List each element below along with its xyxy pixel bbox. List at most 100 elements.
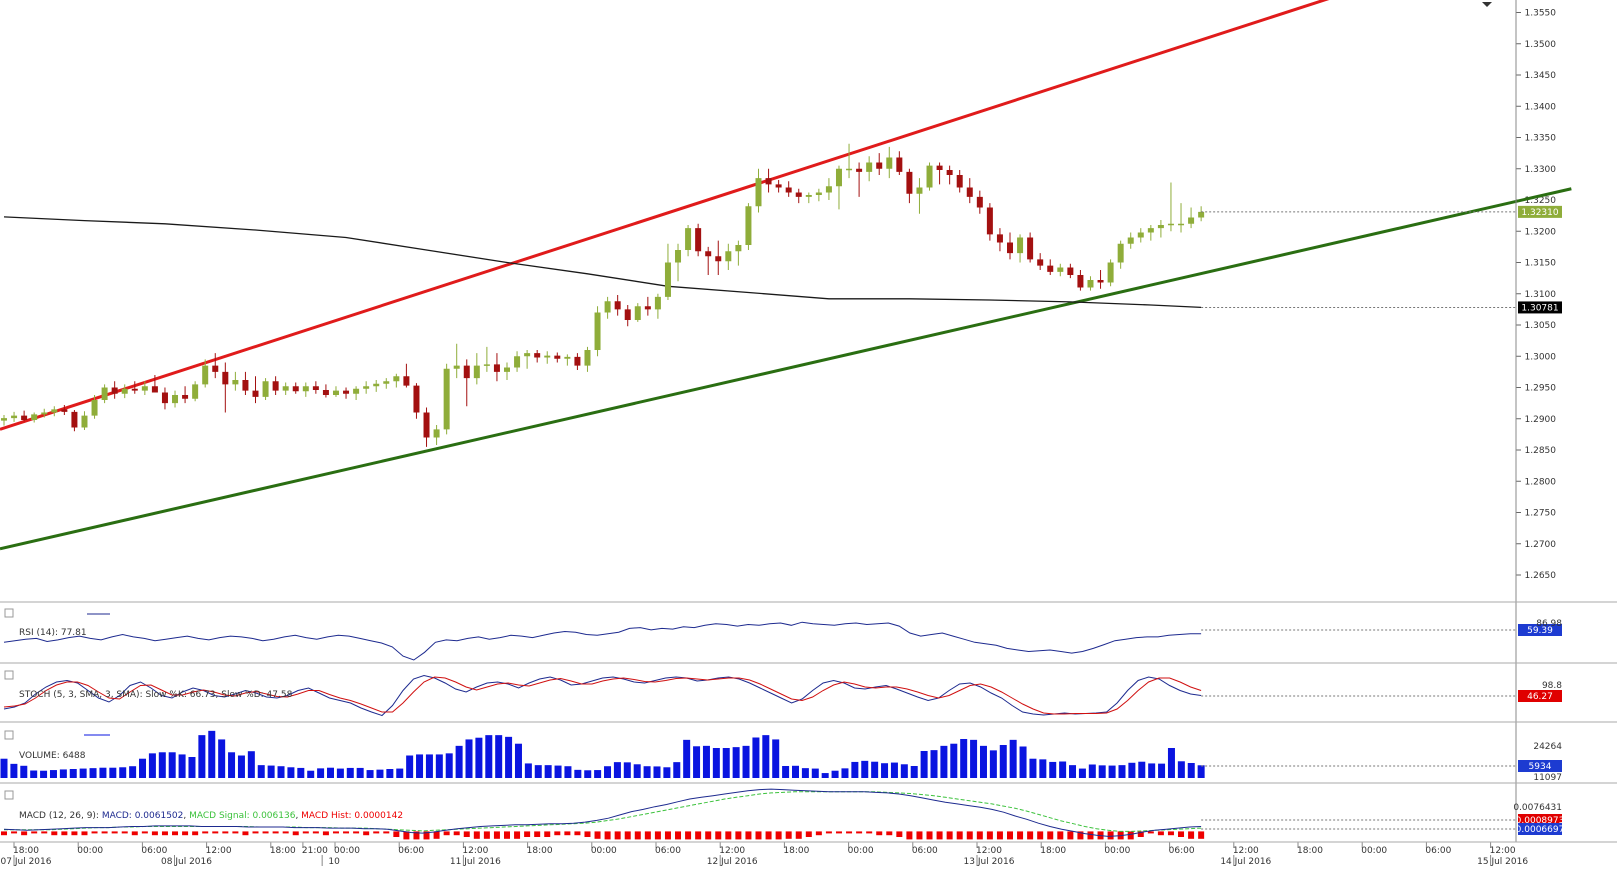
candle-body — [966, 187, 973, 197]
macd-hist-bar — [141, 831, 148, 834]
macd-1-tag-label: 0.0008973 — [1516, 816, 1565, 826]
volume-bar — [366, 770, 374, 778]
volume-bar — [693, 746, 701, 778]
date-label: 14 Jul 2016 — [1220, 857, 1271, 867]
macd-line — [3, 788, 1202, 837]
time-tick-label: 12:00 — [976, 846, 1002, 856]
macd-hist-bar — [1067, 831, 1074, 840]
volume-bar — [653, 766, 661, 778]
macd-hist-bar — [705, 831, 712, 840]
time-tick-label: 18:00 — [1297, 846, 1323, 856]
candle-body — [835, 168, 842, 187]
candle-body — [383, 381, 390, 384]
volume-bar — [1098, 765, 1106, 778]
volume-bar — [168, 752, 176, 778]
chart-frame — [0, 0, 1617, 843]
candle-body — [1107, 262, 1114, 283]
candle-body — [403, 376, 410, 386]
volume-bar — [910, 765, 918, 778]
macd-hist-bar — [202, 831, 209, 834]
candle-body — [222, 371, 229, 385]
volume-bar — [1197, 765, 1205, 778]
candle-body — [675, 250, 682, 263]
macd-hist-bar — [312, 831, 319, 834]
macd-hist-bar — [906, 831, 913, 840]
volume-bar — [604, 766, 612, 778]
volume-top-label: 24264 — [1533, 742, 1562, 752]
candle-body — [866, 162, 873, 172]
candle-body — [473, 365, 480, 379]
volume-bar — [247, 751, 255, 778]
macd-hist-bar — [1027, 831, 1034, 840]
volume-bar — [445, 753, 453, 778]
price-axis: 1.3550 1.3500 1.3450 1.3400 1.3350 1.3300 1.32… — [1516, 9, 1557, 581]
volume-bar — [0, 758, 8, 778]
macd-hist-bar — [222, 831, 229, 834]
macd-hist-bar — [91, 831, 98, 834]
time-tick-label: 00:00 — [1361, 846, 1387, 856]
macd-hist-bar — [242, 831, 249, 836]
macd-hist-bar — [755, 831, 762, 840]
macd-hist-bar — [564, 831, 571, 836]
volume-bar — [89, 768, 97, 778]
candle-body — [1067, 267, 1074, 275]
volume-bar — [158, 752, 166, 778]
macd-hist-bar — [966, 831, 973, 840]
volume-bar — [702, 745, 710, 778]
scroll-marker-icon — [1482, 2, 1492, 7]
volume-bar — [821, 773, 829, 778]
candle-body — [1198, 211, 1205, 218]
volume-bar — [930, 750, 938, 778]
price-tick-label: 1.3500 — [1525, 40, 1557, 50]
date-label: 12 Jul 2016 — [707, 857, 758, 867]
price-tick-label: 1.2800 — [1525, 477, 1557, 487]
volume-bar — [554, 765, 562, 778]
current-price-label: 1.32310 — [1521, 208, 1558, 218]
candle-body — [141, 386, 148, 391]
candle-body — [1017, 237, 1024, 254]
candle-body — [534, 353, 541, 358]
macd-hist-bar — [1188, 831, 1195, 839]
candle-body — [584, 350, 591, 366]
candle-body — [574, 356, 581, 366]
volume-bar — [178, 754, 186, 778]
price-tick-label: 1.2950 — [1525, 384, 1557, 394]
volume-bar — [1088, 764, 1096, 778]
ma-price-tag — [1518, 301, 1562, 314]
candle-body — [453, 365, 460, 369]
candle-body — [31, 414, 38, 420]
rsi-line — [3, 621, 1202, 661]
volume-bar — [831, 770, 839, 778]
volume-bar — [801, 768, 809, 778]
macd-2-tag — [1518, 823, 1562, 835]
volume-bar — [950, 743, 958, 778]
price-tick-label: 1.3100 — [1525, 290, 1557, 300]
time-tick-label: 06:00 — [1425, 846, 1451, 856]
candle-body — [524, 353, 531, 357]
volume-bar — [505, 736, 513, 778]
price-tick-label: 1.2750 — [1525, 509, 1557, 519]
macd-hist-bar — [1017, 831, 1024, 840]
candle-body — [896, 157, 903, 172]
candle-body — [685, 228, 692, 250]
volume-bar — [594, 770, 602, 778]
candle-body — [111, 387, 118, 394]
candle-body — [1047, 265, 1054, 272]
macd-hist-bar — [473, 831, 480, 839]
candle-body — [755, 178, 762, 207]
candle-body — [151, 386, 158, 393]
time-tick-label: 06:00 — [398, 846, 424, 856]
volume-bar — [10, 763, 18, 778]
volume-bar — [49, 770, 57, 778]
macd-hist-bar — [715, 831, 722, 840]
macd-hist-bar — [745, 831, 752, 840]
macd-2-tag-label: 0.0006697 — [1516, 825, 1565, 835]
macd-hist-bar — [182, 831, 189, 836]
candle-body — [172, 395, 179, 404]
rsi-close-icon — [4, 608, 14, 618]
macd-hist-bar — [835, 831, 842, 834]
price-tick-label: 1.3200 — [1525, 227, 1557, 237]
price-tick-label: 1.3450 — [1525, 71, 1557, 81]
candle-body — [735, 245, 742, 252]
candle-body — [322, 390, 329, 395]
